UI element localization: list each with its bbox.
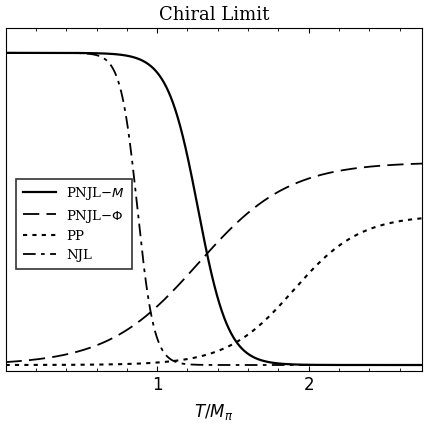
PNJL$-M$ bbox=[367, 363, 372, 368]
PP bbox=[75, 362, 80, 367]
PNJL$-M$ bbox=[181, 137, 186, 142]
PNJL$-\Phi$ bbox=[181, 277, 186, 282]
PNJL$-\Phi$ bbox=[420, 161, 425, 166]
PNJL$-M$ bbox=[75, 51, 80, 56]
Line: PNJL$-\Phi$: PNJL$-\Phi$ bbox=[6, 163, 422, 362]
Line: NJL: NJL bbox=[6, 53, 422, 365]
PP bbox=[420, 216, 425, 221]
PNJL$-M$ bbox=[163, 83, 168, 88]
PNJL$-M$ bbox=[3, 51, 8, 56]
PNJL$-\Phi$ bbox=[367, 164, 372, 169]
PP bbox=[51, 363, 56, 368]
PP bbox=[367, 226, 372, 232]
PNJL$-M$ bbox=[420, 363, 425, 368]
Line: PNJL$-M$: PNJL$-M$ bbox=[6, 53, 422, 365]
PP bbox=[181, 357, 186, 362]
PNJL$-\Phi$ bbox=[163, 296, 168, 301]
PP bbox=[3, 363, 8, 368]
NJL bbox=[163, 352, 168, 357]
NJL bbox=[3, 51, 8, 56]
NJL bbox=[51, 51, 56, 56]
NJL bbox=[412, 363, 417, 368]
PNJL$-M$ bbox=[412, 363, 417, 368]
PP bbox=[412, 217, 417, 222]
Line: PP: PP bbox=[6, 218, 422, 365]
PNJL$-\Phi$ bbox=[75, 349, 80, 354]
Legend: PNJL$-M$, PNJL$-\Phi$, PP, NJL: PNJL$-M$, PNJL$-\Phi$, PP, NJL bbox=[16, 178, 132, 268]
PNJL$-\Phi$ bbox=[412, 161, 417, 166]
NJL bbox=[367, 363, 372, 368]
PNJL$-M$ bbox=[51, 51, 56, 56]
NJL bbox=[420, 363, 425, 368]
X-axis label: $T/M_{\pi}$: $T/M_{\pi}$ bbox=[194, 402, 234, 422]
PP bbox=[163, 359, 168, 364]
NJL bbox=[75, 51, 80, 56]
Title: Chiral Limit: Chiral Limit bbox=[159, 6, 269, 24]
PNJL$-\Phi$ bbox=[3, 360, 8, 365]
PNJL$-\Phi$ bbox=[51, 354, 56, 360]
NJL bbox=[181, 361, 186, 366]
